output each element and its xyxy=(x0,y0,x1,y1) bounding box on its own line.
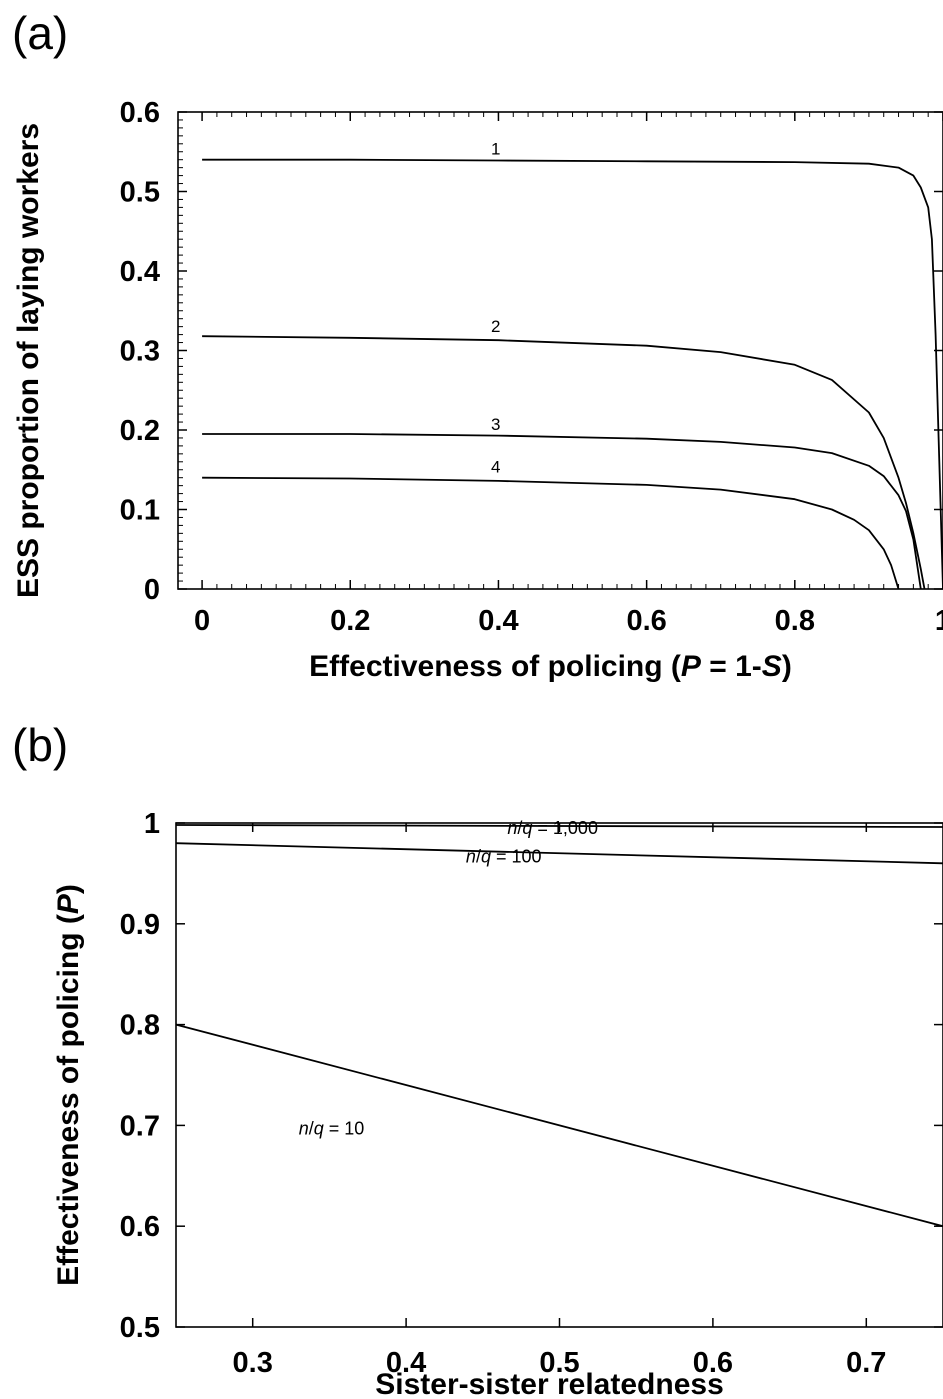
panel-b-label: (b) xyxy=(12,719,69,771)
x-tick-label: 0.8 xyxy=(775,605,815,637)
y-tick-label: 0.2 xyxy=(120,415,160,447)
x-tick-label: 0.2 xyxy=(330,605,370,637)
y-tick-label: 0.3 xyxy=(120,336,160,368)
y-tick-label: 0.4 xyxy=(120,256,160,288)
plot-frame xyxy=(177,111,943,590)
y-axis-title: ESS proportion of laying workers xyxy=(12,123,45,598)
series-label: 1 xyxy=(491,140,500,159)
y-tick-label: 0.6 xyxy=(120,97,160,129)
x-tick-label: 0.4 xyxy=(386,1347,426,1379)
x-tick-label: 1 xyxy=(935,605,943,637)
plot-frame xyxy=(175,822,943,1328)
series-label: n/q = 100 xyxy=(466,846,542,866)
x-tick-label: 0.3 xyxy=(233,1347,273,1379)
series-label: 2 xyxy=(491,317,500,336)
x-axis-title: Effectiveness of policing (P = 1-S) xyxy=(309,650,792,683)
series-line-3 xyxy=(175,1023,943,1228)
panel-a-label: (a) xyxy=(12,7,69,59)
y-tick-label: 1 xyxy=(144,808,160,840)
y-tick-label: 0.5 xyxy=(120,177,160,209)
y-tick-label: 0.9 xyxy=(120,909,160,941)
series-label: 4 xyxy=(491,458,500,477)
series-label: n/q = 10 xyxy=(299,1119,365,1139)
series-line-2 xyxy=(175,842,943,865)
series-label: n/q = 1,000 xyxy=(507,818,598,838)
y-tick-label: 0.6 xyxy=(120,1211,160,1243)
x-tick-label: 0.7 xyxy=(846,1347,886,1379)
series-line-1 xyxy=(202,158,943,590)
y-axis-title: Effectiveness of policing (P) xyxy=(52,884,85,1286)
x-tick-label: 0.6 xyxy=(626,605,666,637)
x-tick-label: 0.4 xyxy=(478,605,518,637)
y-tick-label: 0 xyxy=(144,574,160,606)
x-tick-label: 0.6 xyxy=(693,1347,733,1379)
series-line-1 xyxy=(175,824,943,828)
series-label: 3 xyxy=(491,415,500,434)
x-tick-label: 0 xyxy=(194,605,210,637)
y-tick-label: 0.8 xyxy=(120,1010,160,1042)
y-tick-label: 0.7 xyxy=(120,1110,160,1142)
x-tick-label: 0.5 xyxy=(539,1347,579,1379)
series-line-3 xyxy=(202,433,922,590)
series-line-4 xyxy=(202,476,900,590)
y-tick-label: 0.1 xyxy=(120,495,160,527)
chart-a: 0 0.1 0.2 0.3 0.4 0.5 0.6 0 0.2 0.4 0.6 0.8 1 Effecti… xyxy=(12,97,943,683)
chart-b: 0.5 0.6 0.7 0.8 0.9 1 0.3 0.4 0.5 0.6 0.7 Sister-si… xyxy=(52,808,943,1399)
x-axis-title: Sister-sister relatedness xyxy=(375,1368,724,1399)
series-line-2 xyxy=(202,335,926,590)
y-tick-label: 0.5 xyxy=(120,1312,160,1344)
